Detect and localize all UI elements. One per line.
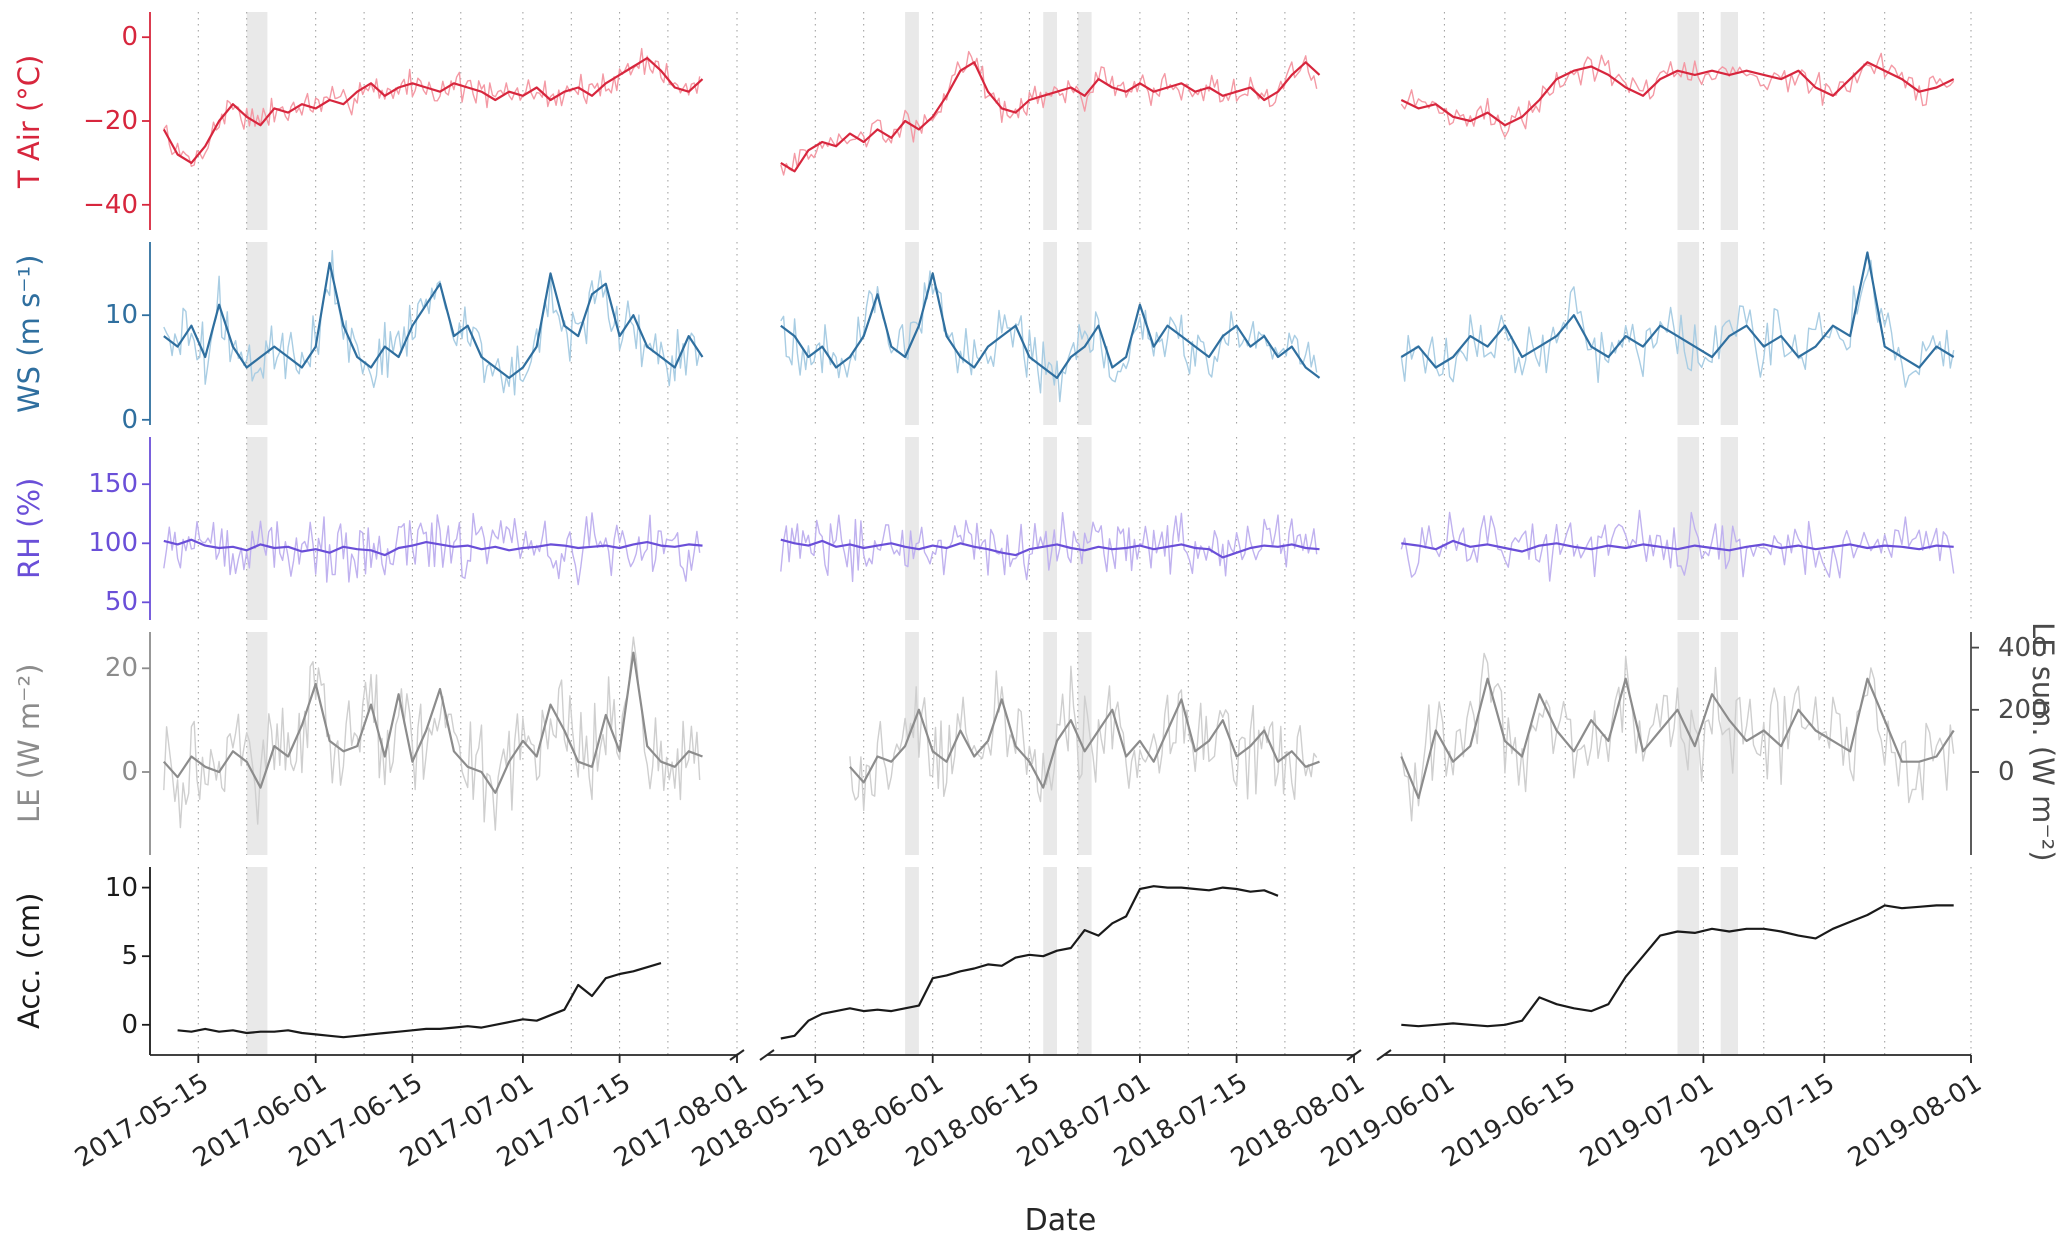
y-tick-label-le: 20 <box>104 653 138 684</box>
tair-daily-line <box>1400 61 1955 127</box>
x-tick-label: 2019-06-15 <box>1437 1068 1582 1174</box>
chart-panel-le-2019 <box>1400 632 1979 855</box>
rh-daily-line <box>163 538 703 557</box>
shaded-band <box>246 632 268 855</box>
y-tick-label-acc: 10 <box>104 872 138 903</box>
shaded-band <box>905 437 919 620</box>
shaded-band <box>1077 242 1092 425</box>
y-tick-label-ws: 0 <box>121 404 138 435</box>
x-tick-label: 2019-07-15 <box>1696 1068 1841 1174</box>
y-tick-label-ws: 10 <box>104 300 138 331</box>
shaded-band <box>1720 242 1738 425</box>
le-daily-line <box>849 698 1320 789</box>
chart-panel-tair-2019 <box>1400 12 1972 230</box>
y-axis-label-le-sum: LE sum. (W m⁻²) <box>2026 622 2060 862</box>
broken-axis-mark <box>759 1049 775 1061</box>
ws-raw-line <box>163 249 701 396</box>
shaded-band <box>1077 632 1092 855</box>
acc-daily-line <box>1401 904 1954 1028</box>
y-tick-label-le: 0 <box>121 757 138 788</box>
chart-panel-tair-2018 <box>780 12 1355 230</box>
rh-raw-line <box>163 512 701 586</box>
rh-raw-line <box>780 511 1318 583</box>
ws-daily-line <box>780 272 1321 379</box>
right-tick-label: 400 <box>1998 632 2048 663</box>
shaded-band <box>1077 437 1092 620</box>
chart-panel-acc-2019 <box>1376 867 1972 1063</box>
shaded-band <box>1043 242 1057 425</box>
tair-daily-line <box>780 61 1321 173</box>
y-tick-label-rh: 100 <box>88 528 138 559</box>
acc-daily-line <box>780 885 1279 1040</box>
shaded-band <box>1677 12 1700 230</box>
shaded-band <box>1677 632 1700 855</box>
rh-daily-line <box>780 538 1320 559</box>
chart-panel-ws-2019 <box>1400 242 1972 425</box>
shaded-band <box>1043 12 1057 230</box>
le-raw-line <box>163 636 701 831</box>
broken-axis-mark <box>1376 1049 1392 1061</box>
le-raw-line <box>849 665 1318 812</box>
acc-daily-line <box>177 962 662 1039</box>
shaded-band <box>905 242 919 425</box>
chart-panel-acc-2017 <box>142 867 745 1063</box>
y-tick-label-acc: 5 <box>121 941 138 972</box>
ws-daily-line <box>163 261 704 379</box>
y-tick-label-tair: −40 <box>83 189 138 220</box>
shaded-band <box>1677 867 1700 1055</box>
shaded-band <box>1720 867 1738 1055</box>
shaded-band <box>1677 242 1700 425</box>
x-axis-label: Date <box>1024 1203 1097 1238</box>
rh-daily-line <box>1401 539 1954 553</box>
chart-panel-rh-2018 <box>780 437 1355 620</box>
shaded-band <box>905 867 919 1055</box>
shaded-band <box>1077 12 1092 230</box>
chart-panel-rh-2017 <box>142 437 738 620</box>
tair-daily-line <box>162 56 704 164</box>
broken-axis-mark <box>1346 1049 1362 1061</box>
y-tick-label-tair: −20 <box>83 106 138 136</box>
rh-raw-line <box>1400 509 1955 582</box>
x-tick-label: 2017-05-15 <box>70 1068 215 1174</box>
shaded-band <box>1077 867 1092 1055</box>
chart-panel-acc-2018 <box>759 867 1362 1063</box>
shaded-band <box>246 867 268 1055</box>
right-tick-label: 200 <box>1998 694 2048 725</box>
chart-panel-ws-2017 <box>142 242 738 425</box>
chart-panel-tair-2017 <box>142 12 738 230</box>
broken-axis-mark <box>729 1049 745 1061</box>
shaded-band <box>1043 437 1057 620</box>
chart-panel-le-2017 <box>142 632 738 855</box>
ws-raw-line <box>1400 259 1955 388</box>
shaded-band <box>246 437 268 620</box>
shaded-band <box>246 242 268 425</box>
tair-raw-line <box>163 47 701 168</box>
y-tick-label-acc: 0 <box>121 1009 138 1040</box>
x-tick-label: 2019-08-01 <box>1842 1068 1987 1174</box>
chart-panel-rh-2019 <box>1400 437 1972 620</box>
tair-raw-line <box>1400 52 1955 138</box>
shaded-band <box>1720 437 1738 620</box>
y-tick-label-rh: 50 <box>104 587 138 618</box>
chart-panel-le-2018 <box>814 632 1355 855</box>
shaded-band <box>246 12 268 230</box>
y-tick-label-tair: 0 <box>121 22 138 53</box>
shaded-band <box>1043 867 1057 1055</box>
y-tick-label-rh: 150 <box>88 469 138 500</box>
le-daily-line <box>1400 677 1955 800</box>
shaded-band <box>1720 632 1738 855</box>
x-tick-label: 2019-07-01 <box>1575 1068 1720 1174</box>
le-daily-line <box>162 651 703 794</box>
chart-panel-ws-2018 <box>780 242 1355 425</box>
shaded-band <box>1720 12 1738 230</box>
shaded-band <box>1677 437 1700 620</box>
shaded-band <box>1043 632 1057 855</box>
shaded-band <box>905 12 919 230</box>
right-tick-label: 0 <box>1998 757 2015 788</box>
ws-daily-line <box>1400 251 1955 369</box>
ws-raw-line <box>780 270 1318 403</box>
